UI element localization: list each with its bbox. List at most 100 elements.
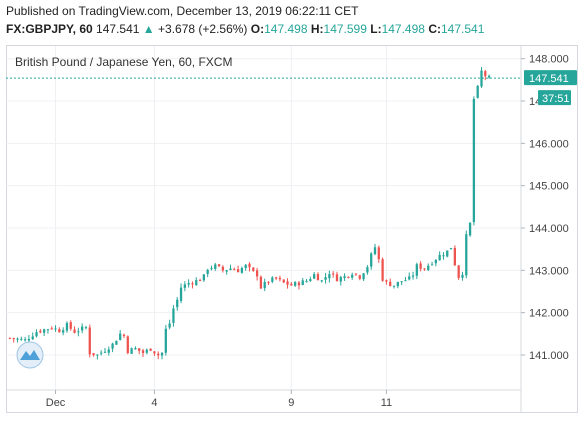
candle-body [457, 265, 460, 278]
open-label: O: [250, 22, 265, 36]
y-tick-label: 146.000 [529, 138, 569, 150]
candle-body [290, 283, 293, 286]
candle-body [233, 269, 236, 271]
y-tick-label: 144.000 [529, 223, 569, 235]
candle-body [332, 273, 335, 275]
candle-body [111, 343, 114, 349]
candle-body [472, 98, 476, 223]
candle-body [27, 338, 31, 341]
candle-body [229, 268, 232, 270]
candle-body [366, 267, 369, 273]
candle-body [480, 70, 483, 87]
candle-body [320, 280, 323, 282]
symbol-ohlc-line: FX:GBPJPY, 60 147.541 ▲ +3.678 (+2.56%) … [6, 22, 484, 36]
candle-body [370, 253, 373, 267]
candle-body [396, 281, 399, 287]
candle-body [465, 234, 468, 276]
candle-body [427, 265, 430, 271]
time-axis[interactable]: Dec 4 9 11 [46, 390, 392, 409]
candle-body [362, 273, 365, 280]
symbol-label: FX:GBPJPY, 60 [6, 22, 93, 36]
candle-body [449, 248, 453, 250]
countdown-tag: 37:51 [538, 90, 571, 106]
high-value: 147.599 [323, 22, 367, 36]
candle-body [423, 268, 426, 270]
candle-body [392, 285, 396, 287]
candle-body [354, 273, 358, 275]
candle-body [282, 279, 285, 283]
candle-body [92, 353, 95, 356]
candle-body [206, 269, 209, 274]
candle-body [179, 287, 183, 301]
change-value: +3.678 (+2.56%) [158, 22, 248, 36]
last-price-tag: 147.541 [524, 70, 577, 86]
chart-title: British Pound / Japanese Yen, 60, FXCM [15, 55, 232, 69]
candle-body [484, 71, 487, 77]
candle-body [183, 284, 186, 288]
candle-body [20, 338, 23, 340]
candle-body [39, 330, 42, 333]
candle-body [168, 323, 171, 328]
candle-body [248, 263, 251, 268]
candle-body [138, 348, 141, 351]
x-tick-label: 4 [151, 397, 157, 409]
candle-body [259, 276, 263, 289]
candle-body [69, 322, 72, 329]
candle-body [96, 354, 99, 356]
candle-body [244, 264, 247, 269]
candle-body [153, 351, 156, 354]
candle-body [309, 279, 312, 282]
countdown-tag-label: 37:51 [542, 93, 570, 105]
candle-body [46, 329, 50, 331]
candle-body [54, 328, 57, 330]
candle-body [100, 352, 103, 354]
candle-body [210, 268, 213, 270]
candle-body [286, 281, 289, 285]
candle-body [12, 338, 15, 340]
candle-body [358, 275, 361, 279]
candle-body [236, 269, 240, 273]
candle-body [301, 280, 304, 286]
candle-body [255, 270, 259, 277]
chart-grid [6, 46, 521, 390]
candle-body [73, 329, 76, 333]
candle-body [115, 340, 118, 345]
candle-body [252, 267, 255, 271]
candle-body [198, 280, 202, 282]
candle-body [187, 283, 190, 285]
candle-body [164, 328, 167, 353]
candle-body [65, 323, 69, 331]
candle-body [351, 274, 354, 278]
candle-body [278, 277, 282, 280]
candle-body [88, 327, 91, 355]
last-price: 147.541 [96, 22, 140, 36]
candle-body [50, 328, 53, 330]
candle-body [487, 75, 491, 78]
candle-body [145, 349, 148, 353]
candle-body [23, 339, 27, 341]
candle-body [130, 348, 133, 354]
candle-body [172, 308, 175, 323]
low-label: L: [370, 22, 382, 36]
candle-body [274, 277, 278, 279]
tradingview-logo-icon[interactable] [16, 341, 44, 369]
change-arrow-icon: ▲ [142, 22, 155, 36]
candle-body [442, 255, 445, 257]
candle-body [343, 276, 346, 278]
candle-body [225, 270, 228, 272]
candle-body [107, 349, 110, 353]
published-line: Published on TradingView.com, December 1… [6, 4, 359, 18]
candle-body [297, 282, 301, 286]
x-tick-label: 11 [381, 397, 392, 409]
candle-body [81, 326, 84, 331]
y-tick-label: 142.000 [529, 308, 569, 320]
candle-body [385, 280, 388, 282]
candle-body [77, 331, 80, 333]
candle-body [446, 250, 449, 257]
candle-body [84, 327, 88, 329]
candle-body [141, 350, 145, 354]
candle-body [389, 281, 392, 287]
low-value: 147.498 [381, 22, 425, 36]
candle-body [31, 336, 34, 340]
